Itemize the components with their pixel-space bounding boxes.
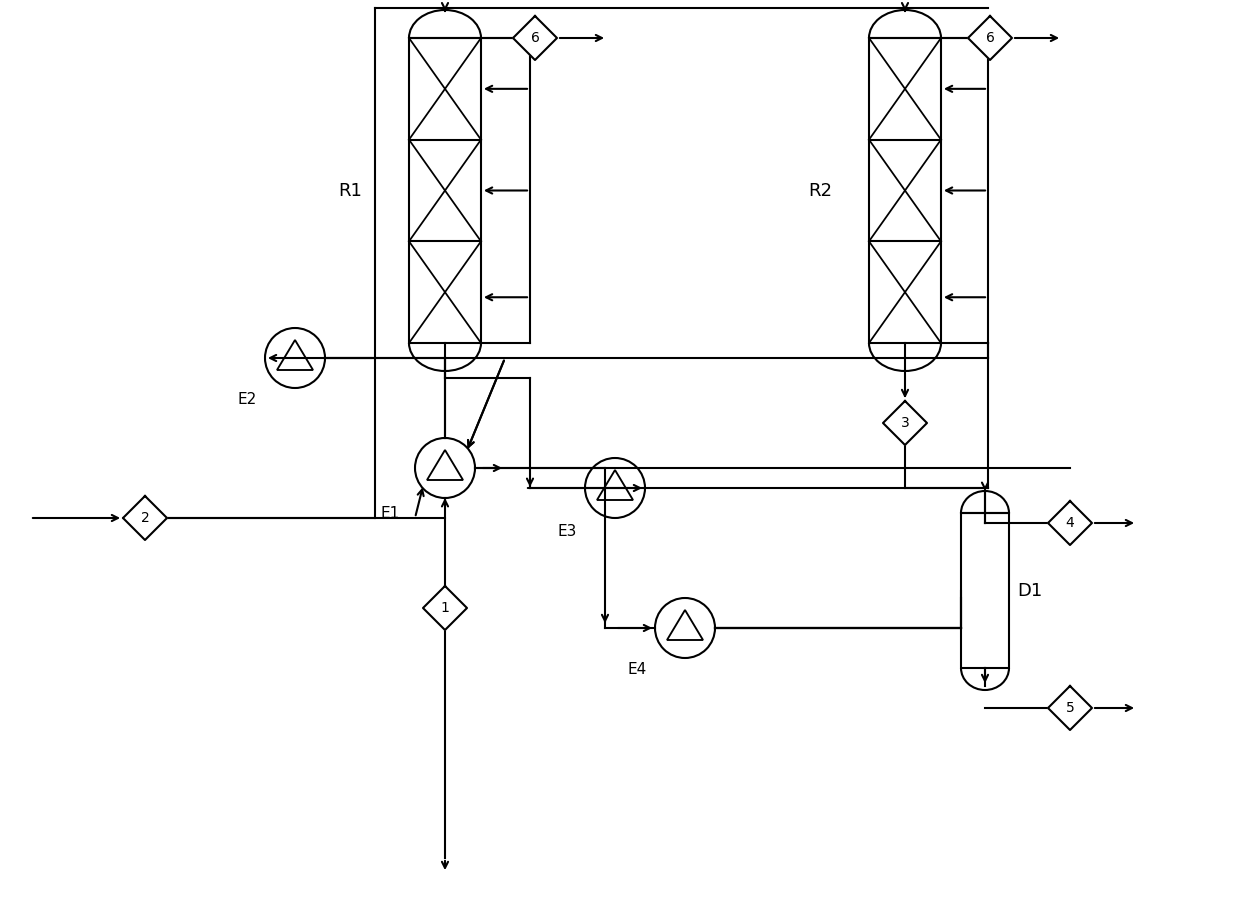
Bar — [409, 38, 481, 343]
Text: D1: D1 — [1017, 581, 1042, 600]
Polygon shape — [1048, 686, 1092, 730]
Text: 6: 6 — [985, 31, 995, 45]
Text: 3: 3 — [901, 416, 909, 430]
Bar — [869, 38, 940, 343]
Polygon shape — [968, 16, 1012, 60]
Polygon shape — [883, 401, 927, 445]
Text: 1: 1 — [441, 601, 450, 615]
Text: R1: R1 — [338, 182, 362, 199]
Text: 4: 4 — [1066, 516, 1074, 530]
Polygon shape — [123, 496, 167, 540]
Text: E2: E2 — [238, 392, 256, 407]
Text: E3: E3 — [558, 523, 576, 538]
Polygon shape — [513, 16, 558, 60]
Text: R2: R2 — [808, 182, 833, 199]
Text: 6: 6 — [530, 31, 539, 45]
Bar — [961, 513, 1009, 668]
Text: E4: E4 — [627, 663, 647, 677]
Text: 5: 5 — [1066, 701, 1074, 715]
Text: 2: 2 — [140, 511, 150, 525]
Text: E1: E1 — [380, 506, 400, 521]
Polygon shape — [1048, 501, 1092, 545]
Polygon shape — [422, 586, 467, 630]
